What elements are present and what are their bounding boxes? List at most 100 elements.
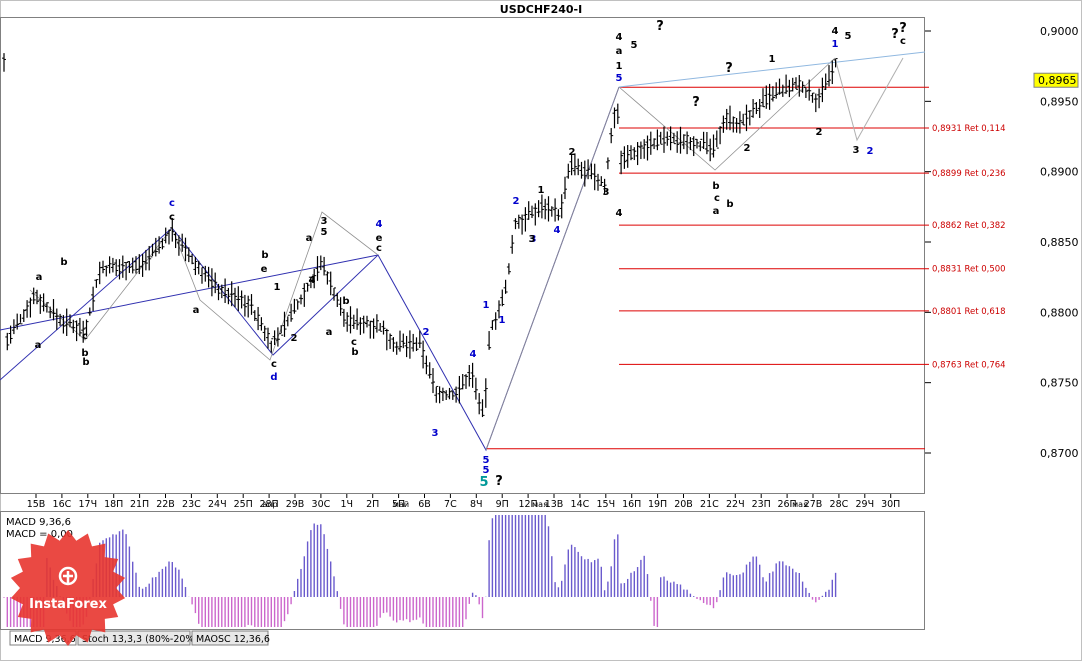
fibonacci-levels: 0,8931 Ret 0,114 0,8899 Ret 0,236 0,8862 R…: [486, 86, 1006, 450]
time-tick-label: 21С: [700, 499, 719, 510]
indicator-tab-label[interactable]: MAOSC 12,36,6: [196, 634, 270, 645]
time-tick-label: 28П: [259, 499, 278, 510]
wave-label: 3: [603, 187, 610, 198]
wave-label: 5: [483, 455, 490, 466]
current-price-badge: 0,8965: [1033, 72, 1079, 88]
wave-label: ?: [656, 19, 664, 34]
time-tick-label: 13В: [545, 499, 564, 510]
time-tick-label: 8Ч: [470, 499, 483, 510]
wave-label: a: [36, 272, 43, 283]
month-separator-label: мая: [792, 500, 808, 509]
macd-name-label: MACD 9,36,6: [6, 517, 71, 528]
wave-label: 4: [376, 219, 383, 230]
fib-level-label: 0,8763 Ret 0,764: [932, 360, 1006, 370]
main-plot-frame: [0, 17, 925, 494]
time-tick-label: 15Ч: [596, 499, 615, 510]
wave-label: 1: [274, 282, 281, 293]
wave-label: a: [306, 233, 313, 244]
indicator-tab[interactable]: [191, 630, 269, 646]
time-tick-label: 17Ч: [78, 499, 97, 510]
wave-label: 3: [530, 234, 537, 245]
time-tick-label: 23С: [182, 499, 201, 510]
wave-label: c: [900, 36, 906, 47]
wave-label: b: [342, 296, 349, 307]
gray-impulse-line: [485, 86, 620, 451]
watermark-badge-shape: [10, 530, 126, 646]
wave-label: b: [712, 181, 719, 192]
time-tick-label: 28С: [830, 499, 849, 510]
indicator-tab-label[interactable]: MACD 9,36,6: [14, 634, 76, 645]
time-tick-label: 20В: [674, 499, 693, 510]
wave-label: e: [376, 233, 383, 244]
wave-label: a: [193, 305, 200, 316]
wave-label: 4: [616, 208, 623, 219]
wave-label: 5: [321, 227, 328, 238]
time-tick-label: 29Ч: [855, 499, 874, 510]
time-tick-label: 7С: [444, 499, 457, 510]
price-bars: [2, 53, 838, 418]
time-tick-label: 23П: [752, 499, 771, 510]
wave-label: 4: [309, 275, 316, 286]
time-tick-label: 22Ч: [726, 499, 745, 510]
time-tick-label: 5П: [392, 499, 405, 510]
wave-label: 4: [832, 26, 839, 37]
time-tick-label: 27В: [804, 499, 823, 510]
wave-label: a: [35, 340, 42, 351]
wave-label: b: [81, 348, 88, 359]
wave-label: ?: [692, 95, 700, 110]
price-tick-label: 0,8950: [1040, 95, 1079, 108]
time-tick-label: 18П: [104, 499, 123, 510]
wave-label: 1: [832, 39, 839, 50]
current-price-box: [1033, 72, 1079, 88]
chart-title: USDCHF240-I: [500, 3, 582, 16]
time-tick-label: 22В: [156, 499, 175, 510]
time-tick-label: 16П: [622, 499, 641, 510]
time-tick-label: 9П: [496, 499, 509, 510]
wave-label: a: [326, 327, 333, 338]
wave-label: a: [713, 206, 720, 217]
indicator-plot-frame: [0, 511, 925, 630]
wave-label: 3: [432, 428, 439, 439]
wave-label: 1: [616, 61, 623, 72]
wave-label: 2: [423, 327, 430, 338]
price-tick-label: 0,8900: [1040, 166, 1079, 179]
price-tick-label: 0,8750: [1040, 377, 1079, 390]
time-tick-label: 25П: [234, 499, 253, 510]
price-tick-label: 0,9000: [1040, 25, 1079, 38]
wave-label: 1: [769, 54, 776, 65]
wave-label: 2: [816, 127, 823, 138]
month-separator-label: май: [393, 500, 409, 509]
wave-label: 5: [616, 73, 623, 84]
time-tick-label: 15В: [27, 499, 46, 510]
fib-level-label: 0,8801 Ret 0,618: [932, 307, 1006, 317]
price-tick-label: 0,8700: [1040, 447, 1079, 460]
wave-label: c: [169, 198, 175, 209]
wave-label: c: [351, 337, 357, 348]
time-tick-label: 12П: [518, 499, 537, 510]
watermark-logo-icon: [58, 566, 78, 586]
time-tick-label: 29В: [286, 499, 305, 510]
wave-label: ?: [495, 474, 503, 489]
wave-label: c: [169, 212, 175, 223]
wave-label: ?: [725, 61, 733, 76]
price-axis: 0,9000 0,8950 0,8900 0,8850 0,8800 0,8750 0,87…: [925, 25, 1079, 460]
wave-label: 2: [569, 147, 576, 158]
current-price-label: 0,8965: [1038, 74, 1077, 87]
wave-label: c: [271, 359, 277, 370]
wave-label: b: [60, 257, 67, 268]
wave-label: 1: [499, 315, 506, 326]
wave-label: d: [270, 372, 277, 383]
time-tick-label: 30П: [881, 499, 900, 510]
wave-label: 5: [631, 40, 638, 51]
fib-level-label: 0,8831 Ret 0,500: [932, 265, 1006, 275]
indicator-tab-label[interactable]: Stoch 13,3,3 (80%-20%): [82, 634, 198, 645]
gray-subwave-line: [29, 211, 379, 361]
wave-label: 2: [744, 143, 751, 154]
wave-label: 4: [554, 225, 561, 236]
wave-label: a: [616, 46, 623, 57]
wave-label: 2: [867, 146, 874, 157]
indicator-tab[interactable]: [77, 630, 191, 646]
